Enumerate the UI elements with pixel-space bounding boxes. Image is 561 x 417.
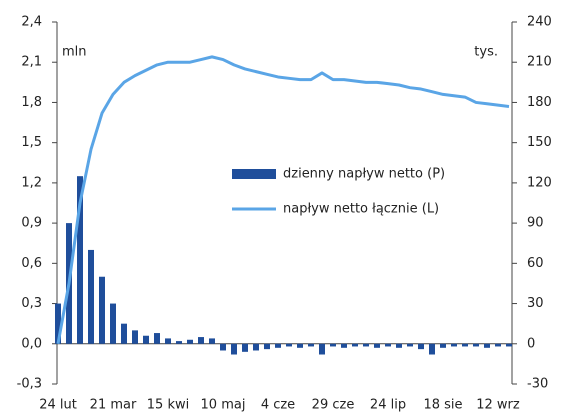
bar	[352, 343, 358, 347]
x-tick-label: 21 mar	[90, 398, 137, 413]
y2-tick-label: 0	[527, 336, 535, 351]
bar	[77, 176, 83, 344]
y-tick-label: 1,5	[21, 135, 42, 150]
bar	[253, 343, 259, 351]
bar	[297, 343, 303, 348]
bar	[385, 343, 391, 347]
bar	[55, 303, 61, 344]
bar	[198, 337, 204, 344]
bar	[99, 276, 105, 344]
bar	[264, 343, 270, 350]
y-axis-label: mln	[62, 45, 87, 60]
bar	[176, 341, 182, 344]
bar	[407, 343, 413, 347]
y2-tick-label: 90	[527, 216, 544, 231]
y-tick-label: 1,2	[21, 175, 42, 190]
y-tick-label: -0,3	[17, 377, 42, 392]
bar	[231, 343, 237, 355]
bar	[275, 343, 281, 348]
y2-tick-label: 120	[527, 175, 552, 190]
x-tick-label: 12 wrz	[476, 398, 520, 413]
bar	[88, 249, 94, 344]
bar	[132, 330, 138, 344]
y2-tick-label: 180	[527, 95, 552, 110]
x-tick-label: 29 cze	[312, 398, 355, 413]
y2-axis-label: tys.	[474, 45, 498, 60]
y-tick-label: 0,6	[21, 256, 42, 271]
bar	[341, 343, 347, 348]
y-tick-label: 0,9	[21, 216, 42, 231]
bar	[495, 343, 501, 347]
x-tick-label: 10 maj	[201, 398, 246, 413]
bar	[484, 343, 490, 348]
bar	[396, 343, 402, 348]
bar	[418, 343, 424, 350]
y-tick-label: 0,3	[21, 296, 42, 311]
bar	[330, 343, 336, 347]
x-tick-label: 4 cze	[261, 398, 295, 413]
legend-label: dzienny napływ netto (P)	[283, 167, 445, 182]
legend-label: napływ netto łącznie (L)	[283, 202, 439, 217]
bar	[319, 343, 325, 355]
y-tick-label: 0,0	[21, 336, 42, 351]
y2-tick-label: 150	[527, 135, 552, 150]
y2-tick-label: 30	[527, 296, 544, 311]
bar	[429, 343, 435, 355]
x-tick-label: 15 kwi	[147, 398, 189, 413]
y-tick-label: 2,4	[21, 15, 42, 30]
bar	[165, 338, 171, 344]
bar	[440, 343, 446, 348]
bar	[363, 343, 369, 347]
legend-swatch	[232, 169, 276, 179]
bar	[308, 343, 314, 347]
x-tick-label: 18 sie	[423, 398, 462, 413]
line	[56, 55, 510, 345]
y-tick-label: 1,8	[21, 95, 42, 110]
bar	[506, 343, 512, 347]
bar	[462, 343, 468, 347]
bar	[451, 343, 457, 347]
y-tick-label: 2,1	[21, 55, 42, 70]
bar	[220, 343, 226, 351]
bar	[242, 343, 248, 352]
bar	[143, 335, 149, 344]
bar	[209, 338, 215, 344]
bar	[154, 333, 160, 344]
bar	[374, 343, 380, 348]
bar	[110, 303, 116, 344]
x-tick-label: 24 lut	[39, 398, 77, 413]
bar	[286, 343, 292, 347]
y2-tick-label: 240	[527, 15, 552, 30]
y2-tick-label: 60	[527, 256, 544, 271]
bar	[473, 343, 479, 347]
y2-tick-label: 210	[527, 55, 552, 70]
y2-tick-label: -30	[527, 377, 548, 392]
x-tick-label: 24 lip	[370, 398, 406, 413]
bar	[121, 323, 127, 344]
bar	[187, 339, 193, 344]
